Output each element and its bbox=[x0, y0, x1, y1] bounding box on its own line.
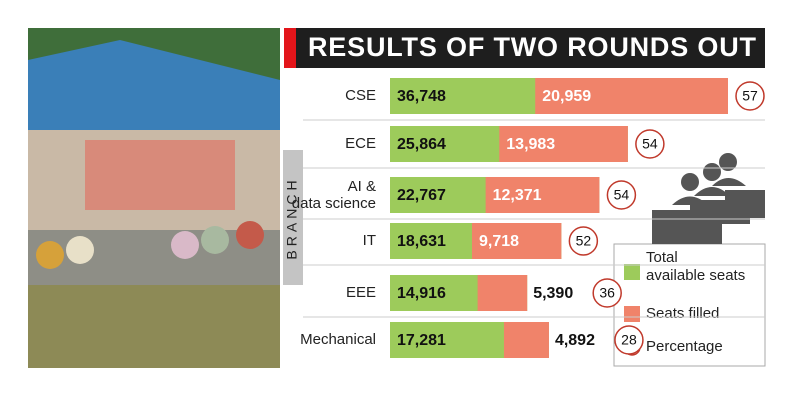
legend-line: Total bbox=[646, 249, 678, 266]
percentage-label: 54 bbox=[614, 187, 630, 203]
legend-label: Percentage bbox=[646, 338, 723, 355]
percentage-circle bbox=[592, 278, 622, 308]
legend-line: available seats bbox=[646, 267, 745, 284]
filled-bar bbox=[477, 275, 528, 311]
legend-swatch bbox=[624, 306, 640, 322]
category-label: EEE bbox=[346, 284, 376, 301]
total-label: 25,864 bbox=[397, 136, 446, 153]
photo bbox=[28, 28, 280, 368]
total-label: 22,767 bbox=[397, 187, 446, 204]
title-bar bbox=[284, 28, 765, 68]
percentage-label: 52 bbox=[576, 233, 592, 249]
total-label: 18,631 bbox=[397, 233, 446, 250]
percentage-circle bbox=[568, 226, 599, 256]
category-label: Mechanical bbox=[300, 331, 376, 348]
percentage-label: 57 bbox=[742, 88, 758, 104]
filled-label: 5,390 bbox=[533, 285, 573, 302]
filled-label: 12,371 bbox=[493, 187, 542, 204]
percentage-label: 28 bbox=[621, 332, 637, 348]
legend-label: Seats filled bbox=[646, 305, 719, 322]
filled-label: 20,959 bbox=[542, 88, 591, 105]
percentage-circle bbox=[635, 129, 665, 159]
percentage-label: 36 bbox=[599, 285, 615, 301]
chart-title: RESULTS OF TWO ROUNDS OUT bbox=[308, 32, 757, 62]
category-line: data science bbox=[292, 195, 376, 212]
y-axis-label: BRANCH bbox=[284, 176, 300, 259]
category-line: AI & bbox=[348, 178, 376, 195]
legend-swatch bbox=[624, 264, 640, 280]
percentage-label: 54 bbox=[642, 136, 658, 152]
total-label: 17,281 bbox=[397, 332, 446, 349]
total-label: 14,916 bbox=[397, 285, 446, 302]
filled-label: 9,718 bbox=[479, 233, 519, 250]
filled-bar bbox=[535, 78, 728, 114]
filled-bar bbox=[499, 126, 628, 162]
category-label: CSE bbox=[345, 87, 376, 104]
filled-bar bbox=[485, 177, 600, 213]
total-label: 36,748 bbox=[397, 88, 446, 105]
title-accent bbox=[284, 28, 296, 68]
filled-bar bbox=[503, 322, 549, 358]
category-label: IT bbox=[363, 232, 376, 249]
icon bbox=[652, 153, 765, 244]
percentage-circle bbox=[614, 325, 644, 355]
axis-label-box bbox=[283, 150, 303, 285]
legend-label: Total available seats bbox=[646, 249, 745, 284]
filled-label: 13,983 bbox=[506, 136, 555, 153]
filled-bar bbox=[471, 223, 562, 259]
filled-label: 4,892 bbox=[555, 332, 595, 349]
category-label: ECE bbox=[345, 135, 376, 152]
percentage-circle bbox=[735, 81, 765, 111]
category-label: AI & data science bbox=[292, 178, 376, 212]
percentage-circle bbox=[606, 180, 637, 210]
